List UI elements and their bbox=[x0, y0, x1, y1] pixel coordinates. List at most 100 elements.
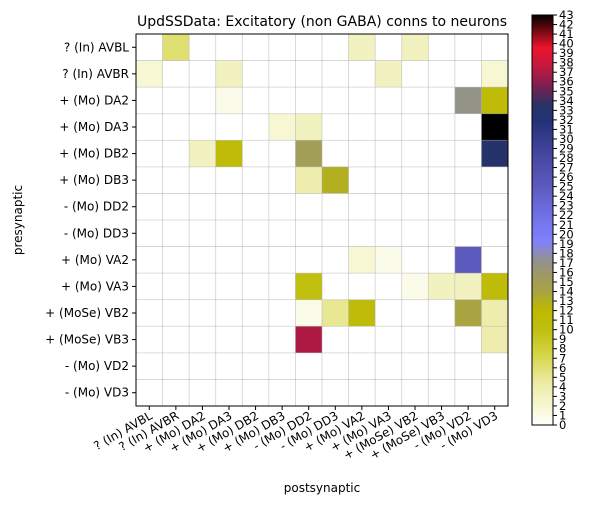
heatmap-cell bbox=[481, 193, 509, 221]
colorbar-tick-label: 27 bbox=[559, 161, 574, 175]
heatmap-cell bbox=[295, 220, 323, 247]
colorbar-tick-label: 30 bbox=[559, 132, 574, 146]
heatmap-cell bbox=[348, 379, 376, 407]
heatmap-cell bbox=[348, 326, 376, 354]
heatmap-cell bbox=[295, 140, 323, 168]
colorbar: 0123456789101112131415161718192021222324… bbox=[531, 8, 574, 432]
heatmap-cell bbox=[322, 246, 349, 274]
y-tick-label: + (MoSe) VB2 bbox=[45, 306, 129, 320]
heatmap-cell bbox=[189, 87, 217, 115]
heatmap-cell bbox=[481, 220, 509, 247]
heatmap-cell bbox=[454, 113, 482, 141]
heatmap-cell bbox=[189, 140, 217, 168]
heatmap-cell bbox=[189, 166, 217, 194]
heatmap-cell bbox=[322, 273, 349, 301]
colorbar-tick-label: 25 bbox=[559, 180, 574, 194]
heatmap-cell bbox=[189, 352, 217, 380]
heatmap-cell bbox=[375, 113, 403, 141]
heatmap-cell bbox=[162, 193, 190, 221]
heatmap-cell bbox=[322, 87, 349, 115]
colorbar-tick-label: 32 bbox=[559, 113, 574, 127]
heatmap-cell bbox=[268, 34, 296, 61]
colorbar-tick-label: 33 bbox=[559, 103, 574, 117]
heatmap-cell bbox=[242, 246, 270, 274]
heatmap-cell bbox=[136, 193, 163, 221]
heatmap-cell bbox=[268, 379, 296, 407]
heatmap-cell bbox=[348, 87, 376, 115]
colorbar-tick-label: 40 bbox=[559, 37, 574, 51]
heatmap-cell bbox=[322, 166, 349, 194]
heatmap-cell bbox=[268, 140, 296, 168]
heatmap-cell bbox=[162, 299, 190, 327]
heatmap-cell bbox=[348, 140, 376, 168]
heatmap-cell bbox=[215, 273, 243, 301]
heatmap-cell bbox=[215, 113, 243, 141]
heatmap-cell bbox=[189, 60, 217, 88]
heatmap-cell bbox=[348, 113, 376, 141]
heatmap-cell bbox=[348, 34, 376, 61]
colorbar-tick-label: 1 bbox=[559, 408, 566, 422]
heatmap-cell bbox=[295, 60, 323, 88]
heatmap-cell bbox=[268, 299, 296, 327]
y-tick-label: ? (In) AVBR bbox=[62, 67, 129, 81]
heatmap-cell bbox=[481, 299, 509, 327]
heatmap-cell bbox=[348, 273, 376, 301]
heatmap-cell bbox=[401, 246, 429, 274]
heatmap-cell bbox=[162, 87, 190, 115]
heatmap-cell bbox=[454, 220, 482, 247]
heatmap-cell bbox=[162, 352, 190, 380]
heatmap-cell bbox=[375, 87, 403, 115]
heatmap-cell bbox=[375, 326, 403, 354]
heatmap-cell bbox=[454, 140, 482, 168]
heatmap-cell bbox=[401, 326, 429, 354]
plot-frame bbox=[135, 33, 509, 407]
heatmap-cell bbox=[454, 326, 482, 354]
heatmap-cell bbox=[481, 60, 509, 88]
heatmap-cell bbox=[268, 193, 296, 221]
heatmap-cell bbox=[215, 166, 243, 194]
heatmap-cell bbox=[162, 166, 190, 194]
heatmap-cell bbox=[481, 87, 509, 115]
heatmap-cell bbox=[481, 246, 509, 274]
heatmap-cell bbox=[481, 273, 509, 301]
heatmap-cell bbox=[189, 299, 217, 327]
heatmap-cell bbox=[401, 299, 429, 327]
heatmap-cell bbox=[428, 326, 456, 354]
heatmap-cell bbox=[481, 34, 509, 61]
heatmap-cell bbox=[454, 166, 482, 194]
heatmap-cell bbox=[375, 193, 403, 221]
heatmap-cell bbox=[189, 379, 217, 407]
heatmap-cell bbox=[189, 113, 217, 141]
heatmap-cell bbox=[428, 87, 456, 115]
colorbar-tick-label: 6 bbox=[559, 361, 566, 375]
colorbar-tick-label: 2 bbox=[559, 399, 566, 413]
heatmap-cell bbox=[242, 326, 270, 354]
heatmap-cell bbox=[348, 220, 376, 247]
heatmap-cell bbox=[215, 246, 243, 274]
heatmap-cell bbox=[215, 379, 243, 407]
heatmap-cell bbox=[295, 379, 323, 407]
heatmap-cell bbox=[136, 379, 163, 407]
heatmap-cell bbox=[162, 113, 190, 141]
heatmap-cell bbox=[428, 60, 456, 88]
colorbar-tick-label: 7 bbox=[559, 351, 566, 365]
heatmap-cell bbox=[322, 220, 349, 247]
heatmap-cell bbox=[215, 299, 243, 327]
heatmap-cell bbox=[428, 246, 456, 274]
colorbar-tick-label: 37 bbox=[559, 65, 574, 79]
y-tick-label: + (MoSe) VB3 bbox=[45, 333, 129, 347]
colorbar-tick-label: 41 bbox=[559, 27, 574, 41]
heatmap-cell bbox=[481, 326, 509, 354]
colorbar-tick-label: 3 bbox=[559, 389, 566, 403]
heatmap-cell bbox=[136, 34, 163, 61]
heatmap-cell bbox=[375, 34, 403, 61]
heatmap-cell bbox=[454, 60, 482, 88]
heatmap-cell bbox=[215, 87, 243, 115]
colorbar-tick-label: 23 bbox=[559, 199, 574, 213]
heatmap-cell bbox=[242, 34, 270, 61]
heatmap-cells bbox=[136, 34, 509, 407]
heatmap-cell bbox=[136, 220, 163, 247]
heatmap-cell bbox=[454, 34, 482, 61]
heatmap-cell bbox=[454, 193, 482, 221]
